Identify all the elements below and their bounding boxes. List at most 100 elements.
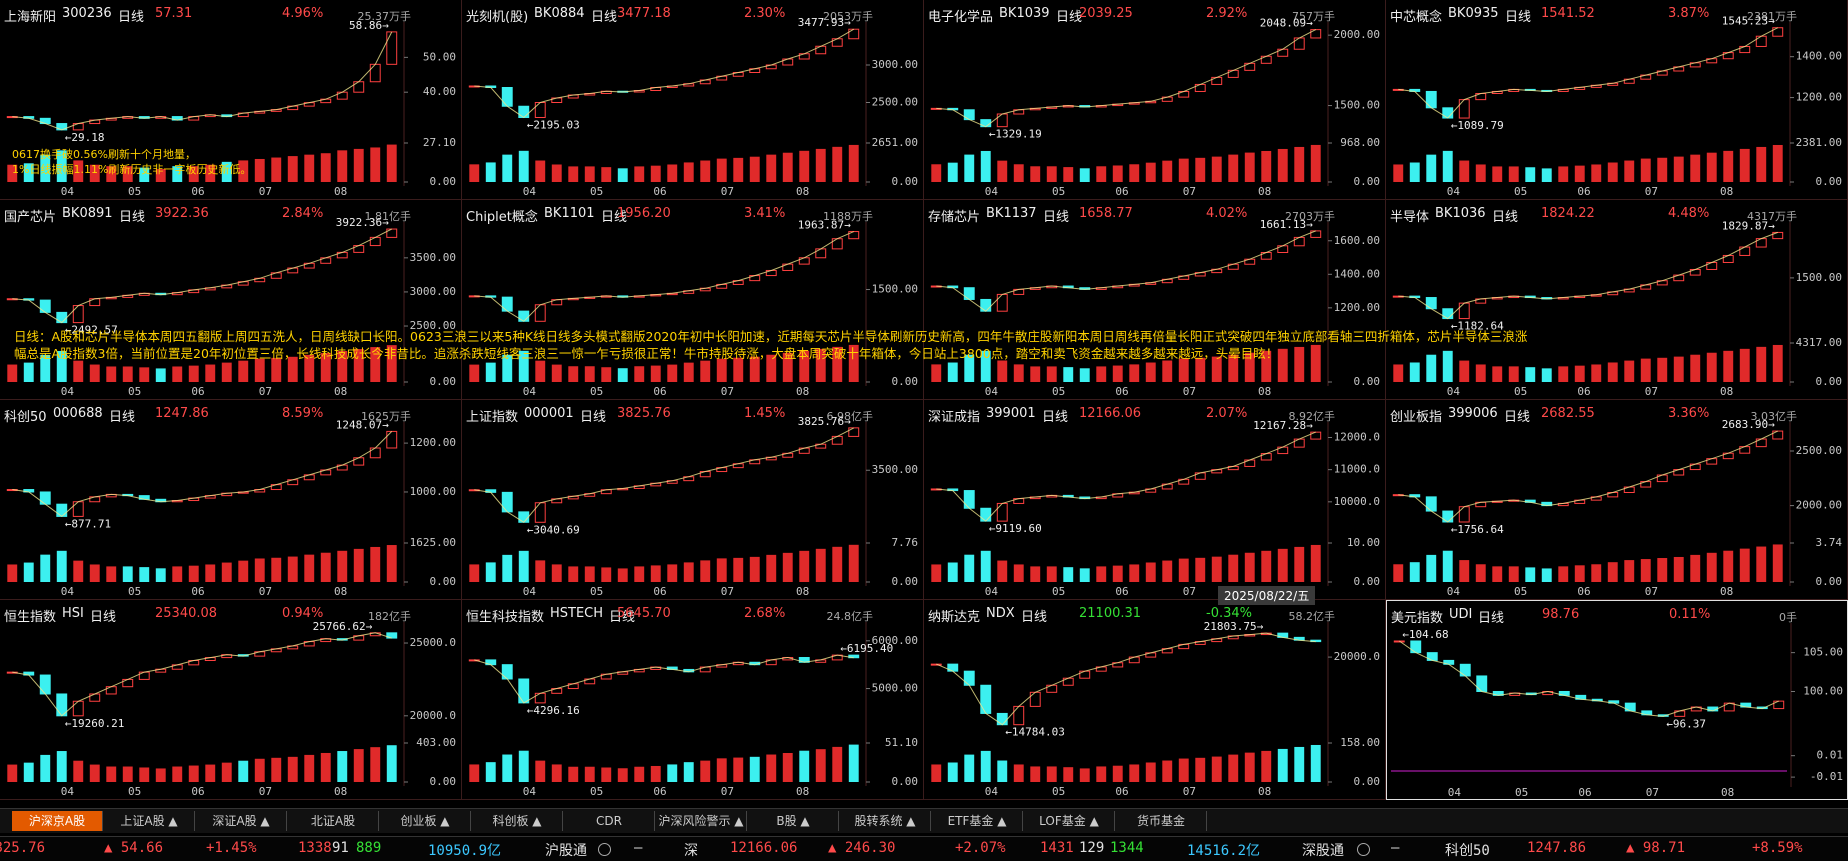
panel-code: NDX — [986, 606, 1015, 621]
candle — [1458, 302, 1470, 320]
x-tick-label: 07 — [259, 185, 272, 198]
panel-volume-unit: 24.8亿手 — [826, 610, 874, 623]
panel-period: 日线 — [1042, 410, 1069, 425]
volume-bar — [1079, 568, 1090, 582]
market-tab[interactable]: 股转系统 ▲ — [840, 811, 931, 831]
y-tick-label: 10.00 — [1347, 536, 1380, 549]
volume-bar — [667, 364, 678, 382]
x-tick-label: 05 — [590, 785, 603, 798]
market-tab[interactable]: 北证A股 — [288, 811, 379, 831]
volume-bar — [1673, 356, 1684, 382]
market-tab[interactable]: 沪深风险警示 ▲ — [656, 811, 747, 831]
volume-bar — [1261, 150, 1272, 182]
low-label: ←96.37 — [1666, 717, 1706, 730]
volume-bar — [1178, 558, 1189, 582]
candle — [56, 503, 68, 517]
market-tab[interactable]: CDR — [564, 811, 655, 831]
panel-change: 1.45% — [744, 406, 786, 421]
x-tick-label: 05 — [128, 585, 141, 598]
price-line — [12, 31, 393, 131]
panel-price: 57.31 — [155, 6, 193, 21]
price-line — [12, 431, 393, 518]
volume-bar — [931, 164, 942, 182]
volume-bar — [1492, 566, 1503, 582]
volume-bar — [1541, 168, 1552, 182]
candle — [1442, 510, 1454, 523]
market-tab[interactable]: 深证A股 ▲ — [196, 811, 287, 831]
panel-name: 半导体 — [1390, 210, 1430, 225]
volume-bar — [1294, 346, 1305, 382]
volume-bar — [947, 362, 958, 382]
volume-bar — [997, 760, 1008, 782]
market-tab[interactable]: 科创板 ▲ — [472, 811, 563, 831]
volume-bar — [601, 767, 612, 782]
volume-bar — [304, 354, 315, 382]
volume-bar — [1211, 356, 1222, 382]
volume-bar — [1046, 566, 1057, 582]
price-line — [936, 230, 1316, 312]
candle — [534, 692, 546, 704]
market-tab[interactable]: B股 ▲ — [748, 811, 839, 831]
market-tab[interactable]: ETF基金 ▲ — [932, 811, 1023, 831]
market-tab[interactable]: 沪深京A股 — [12, 811, 103, 831]
y-tick-label: 11000.0 — [1334, 463, 1380, 476]
price-line — [474, 654, 854, 704]
x-tick-label: 04 — [985, 185, 999, 198]
market-tab[interactable]: 货币基金 — [1116, 811, 1207, 831]
volume-bar — [1079, 768, 1090, 782]
panel-code: 399001 — [986, 406, 1036, 421]
volume-bar — [1310, 344, 1321, 382]
panel-change: 3.41% — [744, 206, 786, 221]
volume-bar — [1574, 165, 1585, 182]
y-tick-label: 158.00 — [1340, 736, 1380, 749]
panel-period: 日线 — [1043, 210, 1070, 225]
candle — [1459, 663, 1471, 677]
y-tick-label: 3000.00 — [872, 58, 918, 71]
y-tick-label: 1200.00 — [1334, 301, 1380, 314]
volume-bar — [1607, 162, 1618, 182]
status-item: 1338 — [298, 840, 332, 856]
panel-volume-unit: 6.98亿手 — [826, 410, 874, 423]
y-tick-label: 1200.00 — [1796, 91, 1842, 104]
volume-bar — [1475, 364, 1486, 382]
info-icon — [598, 843, 611, 856]
x-tick-label: 08 — [1258, 785, 1271, 798]
info-icon — [1357, 843, 1370, 856]
market-tab[interactable]: 上证A股 ▲ — [104, 811, 195, 831]
volume-bar — [254, 758, 265, 782]
volume-bar — [1277, 148, 1288, 182]
volume-bar — [73, 360, 84, 382]
candle — [39, 491, 51, 505]
volume-bar — [980, 350, 991, 382]
panel-code: 000688 — [53, 406, 103, 421]
market-tab[interactable]: 创业板 ▲ — [380, 811, 471, 831]
volume-bar — [650, 765, 661, 782]
candle — [518, 310, 530, 322]
candle — [996, 502, 1008, 522]
volume-bar — [370, 546, 381, 582]
volume-bar — [997, 160, 1008, 182]
volume-bar — [353, 548, 364, 582]
volume-bar — [1525, 167, 1536, 182]
volume-bar — [1657, 157, 1668, 182]
x-tick-label: 05 — [128, 185, 141, 198]
volume-bar — [980, 550, 991, 582]
x-tick-label: 07 — [1645, 585, 1658, 598]
volume-bar — [1508, 566, 1519, 582]
volume-bar — [617, 768, 628, 782]
volume-bar — [848, 344, 859, 382]
market-tab[interactable]: LOF基金 ▲ — [1024, 811, 1115, 831]
panel-volume-unit: 4317万手 — [1747, 210, 1797, 223]
volume-bar — [1310, 544, 1321, 582]
x-tick-label: 04 — [61, 385, 75, 398]
x-tick-label: 08 — [1720, 185, 1733, 198]
panel-period: 日线 — [1021, 610, 1048, 625]
panel-chart: 1200.00 1000.00 1625.00 0.00 1248.07→ ←877.71… — [6, 418, 456, 598]
y-tick-label: 0.00 — [892, 175, 919, 188]
panel-code: BK0884 — [534, 6, 585, 21]
volume-bar — [1393, 164, 1404, 182]
price-line — [936, 29, 1317, 128]
volume-bar — [386, 345, 397, 382]
candle — [996, 293, 1008, 312]
volume-bar — [1492, 166, 1503, 182]
